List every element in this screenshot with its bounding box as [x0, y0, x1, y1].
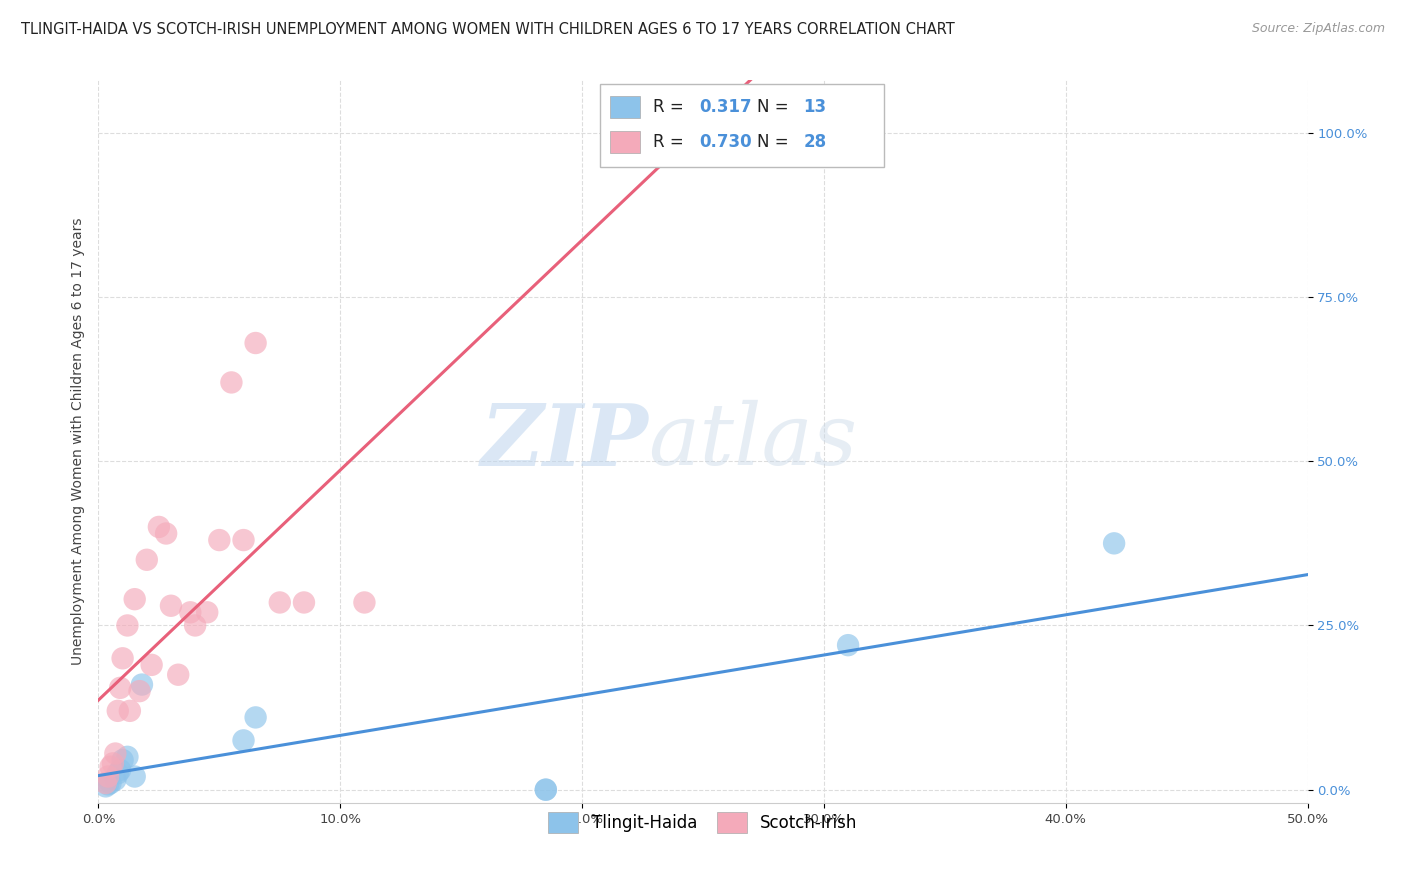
Point — [107, 704, 129, 718]
Text: ZIP: ZIP — [481, 400, 648, 483]
Point — [124, 592, 146, 607]
Point — [94, 780, 117, 794]
Text: 13: 13 — [803, 98, 827, 116]
Point — [107, 766, 129, 780]
Text: N =: N = — [758, 98, 794, 116]
Point — [104, 747, 127, 761]
Point — [184, 618, 207, 632]
Point — [160, 599, 183, 613]
Point — [245, 336, 267, 351]
Point — [108, 681, 131, 695]
Point — [232, 733, 254, 747]
Point — [131, 677, 153, 691]
Text: R =: R = — [654, 98, 689, 116]
Point — [292, 595, 315, 609]
Point — [100, 776, 122, 790]
Point — [108, 763, 131, 777]
Point — [269, 595, 291, 609]
FancyBboxPatch shape — [600, 84, 884, 167]
Text: 0.317: 0.317 — [699, 98, 752, 116]
Text: 28: 28 — [803, 133, 827, 151]
Point — [94, 776, 117, 790]
Text: atlas: atlas — [648, 401, 858, 483]
Point — [534, 782, 557, 797]
Point — [101, 756, 124, 771]
Point — [208, 533, 231, 547]
Point — [128, 684, 150, 698]
Point — [141, 657, 163, 672]
Point — [167, 667, 190, 681]
FancyBboxPatch shape — [610, 96, 640, 118]
Legend: Tlingit-Haida, Scotch-Irish: Tlingit-Haida, Scotch-Irish — [537, 800, 869, 845]
Point — [97, 770, 120, 784]
Text: N =: N = — [758, 133, 794, 151]
Point — [221, 376, 243, 390]
Point — [100, 760, 122, 774]
Point — [135, 553, 157, 567]
Text: 0.730: 0.730 — [699, 133, 752, 151]
Point — [104, 772, 127, 787]
Point — [837, 638, 859, 652]
Point — [118, 704, 141, 718]
Point — [111, 753, 134, 767]
Point — [124, 770, 146, 784]
Point — [148, 520, 170, 534]
Point — [245, 710, 267, 724]
Point — [232, 533, 254, 547]
Point — [534, 782, 557, 797]
Point — [155, 526, 177, 541]
Point — [179, 605, 201, 619]
Point — [117, 749, 139, 764]
Point — [353, 595, 375, 609]
Point — [97, 777, 120, 791]
Y-axis label: Unemployment Among Women with Children Ages 6 to 17 years: Unemployment Among Women with Children A… — [70, 218, 84, 665]
Point — [111, 651, 134, 665]
Point — [1102, 536, 1125, 550]
Text: TLINGIT-HAIDA VS SCOTCH-IRISH UNEMPLOYMENT AMONG WOMEN WITH CHILDREN AGES 6 TO 1: TLINGIT-HAIDA VS SCOTCH-IRISH UNEMPLOYME… — [21, 22, 955, 37]
Text: Source: ZipAtlas.com: Source: ZipAtlas.com — [1251, 22, 1385, 36]
Text: R =: R = — [654, 133, 689, 151]
Point — [195, 605, 218, 619]
Point — [117, 618, 139, 632]
FancyBboxPatch shape — [610, 131, 640, 153]
